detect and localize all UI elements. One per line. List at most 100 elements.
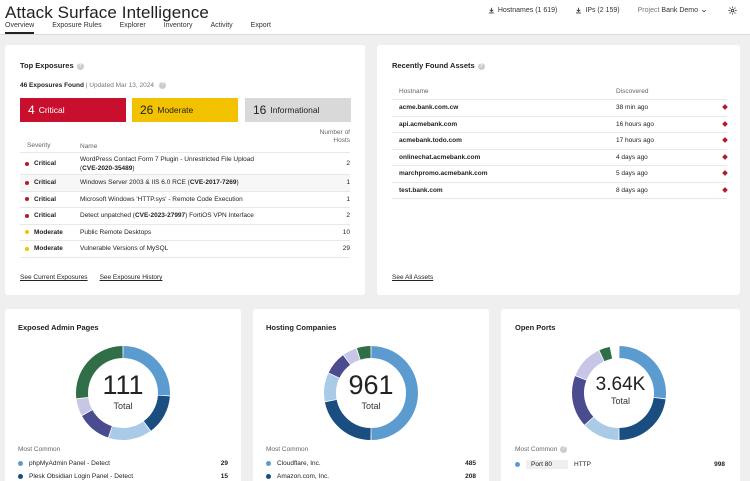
asset-hostname[interactable]: test.bank.com bbox=[399, 186, 443, 194]
ips-label: IPs (2 159) bbox=[585, 7, 620, 14]
informational-label: Informational bbox=[270, 105, 320, 115]
donut-segment[interactable] bbox=[572, 376, 594, 425]
table-row[interactable]: Moderate Vulnerable Versions of MySQL 29 bbox=[20, 241, 350, 258]
item-value: 485 bbox=[465, 460, 476, 467]
exposure-name: Detect unpatched bbox=[80, 212, 131, 220]
top-bar: Attack Surface Intelligence Overview Exp… bbox=[0, 0, 750, 35]
see-current-exposures-link[interactable]: See Current Exposures bbox=[20, 274, 88, 281]
list-item[interactable]: phpMyAdmin Panel - Detect 29 bbox=[18, 460, 228, 467]
col-name: Name bbox=[80, 143, 98, 150]
donut-segment[interactable] bbox=[343, 348, 361, 365]
exposure-name: Windows Server 2003 & IIS 6.0 RCE bbox=[80, 179, 186, 187]
donut-segment[interactable] bbox=[619, 397, 666, 440]
hosting-companies-title: Hosting Companies bbox=[266, 323, 337, 332]
asset-discovered: 38 min ago bbox=[616, 104, 649, 112]
severity-cell: Critical bbox=[20, 179, 80, 186]
col-discovered: Discovered bbox=[616, 88, 649, 95]
exposure-name: WordPress Contact Form 7 Plugin - Unrest… bbox=[80, 155, 254, 163]
asset-hostname[interactable]: api.acmebank.com bbox=[399, 120, 458, 128]
tab-activity[interactable]: Activity bbox=[210, 22, 233, 29]
hosting-total: 961 bbox=[348, 370, 394, 400]
tab-overview[interactable]: Overview bbox=[5, 22, 35, 34]
donut-segment[interactable] bbox=[599, 346, 613, 362]
table-row[interactable]: acme.bank.com.cw 38 min ago bbox=[392, 100, 728, 117]
severity-text: Critical bbox=[34, 212, 57, 220]
moderate-count-box[interactable]: 26 Moderate bbox=[132, 98, 238, 122]
asset-hostname[interactable]: acme.bank.com.cw bbox=[399, 104, 459, 112]
project-label: Project bbox=[637, 7, 660, 14]
table-row[interactable]: Critical Windows Server 2003 & IIS 6.0 R… bbox=[20, 175, 350, 192]
severity-text: Critical bbox=[34, 179, 57, 187]
donut-segment[interactable] bbox=[371, 346, 418, 440]
admin-pages-total-label: Total bbox=[113, 401, 133, 411]
donut-segment[interactable] bbox=[324, 399, 371, 440]
alert-diamond-icon bbox=[722, 153, 728, 160]
table-row[interactable]: test.bank.com 8 days ago bbox=[392, 183, 728, 199]
tab-inventory[interactable]: Inventory bbox=[163, 22, 193, 29]
see-all-assets-link[interactable]: See All Assets bbox=[392, 274, 434, 281]
donut-segment[interactable] bbox=[585, 416, 619, 440]
list-item[interactable]: Port 80 HTTP 998 bbox=[515, 460, 725, 469]
tab-exposure-rules[interactable]: Exposure Rules bbox=[52, 22, 102, 29]
hosting-companies-card: Hosting Companies 961 Total Most Common … bbox=[253, 309, 489, 481]
informational-count-box[interactable]: 16 Informational bbox=[245, 98, 351, 122]
assets-table: Hostname Discovered acme.bank.com.cw 38 m… bbox=[392, 88, 728, 199]
list-item[interactable]: Cloudflare, Inc. 485 bbox=[266, 460, 476, 467]
donut-segment[interactable] bbox=[328, 355, 351, 379]
tab-explorer[interactable]: Explorer bbox=[119, 22, 146, 29]
chevron-down-icon bbox=[701, 9, 707, 12]
ports-total-label: Total bbox=[610, 396, 630, 406]
help-icon[interactable]: ? bbox=[76, 62, 84, 70]
hosts-cell: 1 bbox=[346, 179, 350, 187]
donut-segment[interactable] bbox=[123, 346, 170, 396]
table-row[interactable]: acmebank.todo.com 17 hours ago bbox=[392, 133, 728, 150]
donut-segment[interactable] bbox=[76, 397, 93, 416]
critical-dot-icon bbox=[25, 161, 29, 166]
table-row[interactable]: marchpromo.acmebank.com 5 days ago bbox=[392, 166, 728, 183]
name-cell: Detect unpatched (CVE-2023-27997) FortiO… bbox=[80, 212, 254, 220]
top-actions: Hostnames (1 619) IPs (2 159) Project Ba… bbox=[470, 6, 740, 15]
recent-assets-title: Recently Found Assets? bbox=[392, 61, 485, 70]
list-item[interactable]: Amazon.com, Inc. 208 bbox=[266, 473, 476, 480]
donut-segment[interactable] bbox=[575, 350, 605, 381]
donut-segment[interactable] bbox=[619, 346, 666, 399]
donut-segment[interactable] bbox=[143, 395, 170, 431]
settings-button[interactable] bbox=[728, 6, 740, 15]
most-common-label: Most Common bbox=[18, 446, 61, 453]
exposures-table: Severity Name Number of Hosts Critical W… bbox=[20, 129, 350, 258]
list-item[interactable]: Plesk Obsidian Login Panel - Detect 15 bbox=[18, 473, 228, 480]
hostnames-download-button[interactable]: Hostnames (1 619) bbox=[488, 7, 557, 14]
project-select[interactable]: Project Bank Demo bbox=[638, 7, 710, 14]
see-exposure-history-link[interactable]: See Exposure History bbox=[99, 274, 163, 281]
donut-segment[interactable] bbox=[324, 373, 340, 402]
item-value: 29 bbox=[220, 460, 228, 467]
severity-cell: Critical bbox=[20, 196, 80, 203]
critical-count-box[interactable]: 4 Critical bbox=[20, 98, 126, 122]
table-row[interactable]: Critical Detect unpatched (CVE-2023-2799… bbox=[20, 208, 350, 225]
hosts-cell: 10 bbox=[342, 228, 350, 236]
item-name: Cloudflare, Inc. bbox=[277, 460, 321, 467]
donut-segment[interactable] bbox=[76, 346, 123, 399]
ips-download-button[interactable]: IPs (2 159) bbox=[575, 7, 620, 14]
asset-hostname[interactable]: onlinechat.acmebank.com bbox=[399, 153, 481, 161]
donut-segment[interactable] bbox=[82, 409, 113, 438]
help-icon[interactable]: ? bbox=[477, 62, 485, 70]
main-nav: Overview Exposure Rules Explorer Invento… bbox=[5, 22, 289, 34]
tab-export[interactable]: Export bbox=[250, 22, 271, 29]
help-icon[interactable]: ? bbox=[158, 82, 166, 89]
table-row[interactable]: Critical WordPress Contact Form 7 Plugin… bbox=[20, 153, 350, 175]
table-header: Hostname Discovered bbox=[392, 88, 727, 100]
table-row[interactable]: api.acmebank.com 16 hours ago bbox=[392, 117, 728, 133]
asset-hostname[interactable]: acmebank.todo.com bbox=[399, 137, 462, 145]
table-row[interactable]: Critical Microsoft Windows 'HTTP.sys' - … bbox=[20, 192, 350, 208]
asset-discovered: 4 days ago bbox=[616, 153, 648, 161]
hosts-cell: 29 bbox=[342, 245, 350, 253]
name-cell: WordPress Contact Form 7 Plugin - Unrest… bbox=[80, 155, 254, 172]
asset-hostname[interactable]: marchpromo.acmebank.com bbox=[399, 170, 488, 178]
table-row[interactable]: Moderate Public Remote Desktops 10 bbox=[20, 225, 350, 241]
donut-segment[interactable] bbox=[356, 346, 371, 360]
help-icon[interactable]: ? bbox=[560, 446, 568, 453]
donut-segment[interactable] bbox=[108, 421, 151, 440]
table-row[interactable]: onlinechat.acmebank.com 4 days ago bbox=[392, 150, 728, 166]
exposures-found: 46 Exposures Found bbox=[20, 82, 84, 90]
